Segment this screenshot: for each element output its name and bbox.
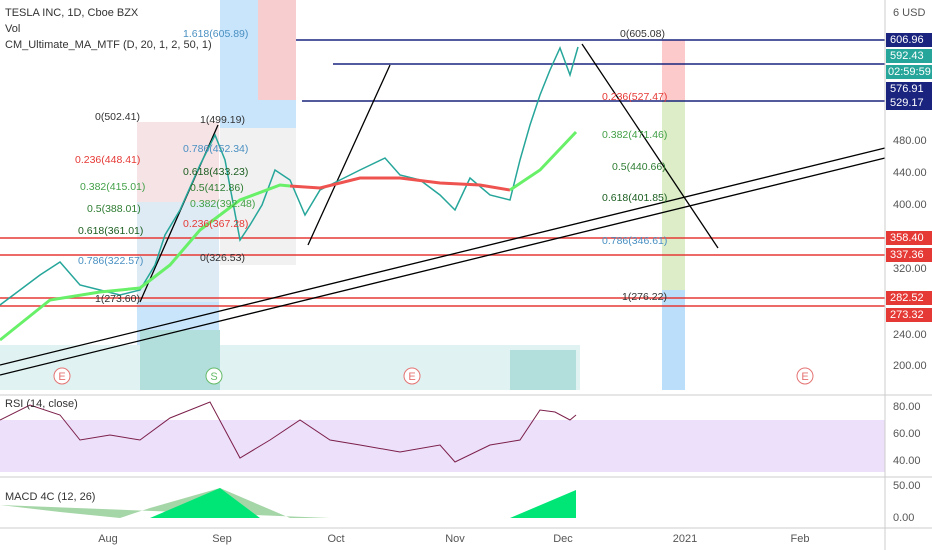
fib-label: 0.786(452.34) [183, 143, 248, 155]
ma-line [509, 130, 578, 192]
fib-label: 0.618(433.23) [183, 166, 248, 178]
fib-label: 0.382(415.01) [80, 181, 145, 193]
tick: 440.00 [893, 167, 927, 179]
volume-bars [0, 330, 580, 390]
fib-label: 0.382(471.46) [602, 129, 667, 141]
currency[interactable]: 6 USD [893, 7, 925, 19]
event[interactable]: E [58, 371, 65, 383]
level-label: 592.43 [890, 50, 924, 62]
zone [662, 100, 685, 290]
tick: 240.00 [893, 329, 927, 341]
level-label: 606.96 [890, 34, 924, 46]
price-axis: 6 USD 480.00 440.00 400.00 320.00 240.00… [886, 7, 932, 524]
time-tick: Sep [212, 533, 232, 545]
event[interactable]: S [210, 371, 217, 383]
fib-label: 0.786(346.61) [602, 235, 667, 247]
zone [662, 40, 685, 100]
time-tick: Feb [791, 533, 810, 545]
level-label: 273.32 [890, 309, 924, 321]
macd-hist [0, 488, 576, 518]
tick: 480.00 [893, 135, 927, 147]
ma-line [0, 183, 291, 342]
volume-label: Vol [5, 23, 20, 35]
trendlines [0, 43, 886, 376]
zone [220, 128, 296, 265]
fib-label: 0.618(361.01) [78, 225, 143, 237]
event[interactable]: E [801, 371, 808, 383]
countdown: 02:59:59 [888, 66, 931, 78]
tick: 400.00 [893, 199, 927, 211]
time-tick: Oct [327, 533, 344, 545]
symbol: TESLA INC, 1D, Cboe BZX [5, 7, 139, 19]
zone [662, 290, 685, 390]
level-label: 358.40 [890, 232, 924, 244]
time-tick: Nov [445, 533, 465, 545]
indicator-label: CM_Ultimate_MA_MTF (D, 20, 1, 2, 50, 1) [5, 39, 212, 51]
tick: 200.00 [893, 360, 927, 372]
tick: 60.00 [893, 428, 921, 440]
fib-label: 0.382(392.48) [190, 198, 255, 210]
fib-label: 0.5(412.86) [190, 182, 244, 194]
fib-label: 1(273.60) [95, 293, 140, 305]
price-line [0, 46, 579, 306]
fib-label: 0(326.53) [200, 252, 245, 264]
tick: 50.00 [893, 480, 921, 492]
macd-title: MACD 4C (12, 26) [5, 491, 95, 503]
tick: 80.00 [893, 401, 921, 413]
time-tick: 2021 [673, 533, 697, 545]
fib-label: 0.618(401.85) [602, 192, 667, 204]
fib-label: 0.236(448.41) [75, 154, 140, 166]
fib-label: 1.618(605.89) [183, 28, 248, 40]
time-tick: Dec [553, 533, 573, 545]
time-axis: Aug Sep Oct Nov Dec 2021 Feb [98, 533, 809, 545]
fib-label: 1(276.22) [622, 291, 667, 303]
level-label: 576.91 [890, 83, 924, 95]
level-label: 282.52 [890, 292, 924, 304]
event[interactable]: E [408, 371, 415, 383]
events: E S E E [53, 367, 814, 385]
ma-line [289, 176, 511, 192]
tick: 40.00 [893, 455, 921, 467]
zone [258, 0, 296, 100]
level-label: 529.17 [890, 97, 924, 109]
zone [137, 122, 219, 202]
rsi-title: RSI (14, close) [5, 398, 78, 410]
fib-label: 0(502.41) [95, 111, 140, 123]
fib-label: 0.236(527.47) [602, 91, 667, 103]
levels [0, 39, 885, 307]
time-tick: Aug [98, 533, 118, 545]
fib-left: 0(502.41) 0.236(448.41) 0.382(415.01) 0.… [75, 28, 667, 305]
rsi-line [0, 401, 577, 463]
fib-label: 0.236(367.28) [183, 218, 248, 230]
level-label: 337.36 [890, 249, 924, 261]
tick: 320.00 [893, 263, 927, 275]
rsi-band [0, 420, 885, 472]
fib-label: 0(605.08) [620, 28, 665, 40]
fib-label: 0.5(388.01) [87, 203, 141, 215]
fib-label: 1(499.19) [200, 114, 245, 126]
tick: 0.00 [893, 512, 914, 524]
fib-label: 0.786(322.57) [78, 255, 143, 267]
fib-label: 0.5(440.66) [612, 161, 666, 173]
